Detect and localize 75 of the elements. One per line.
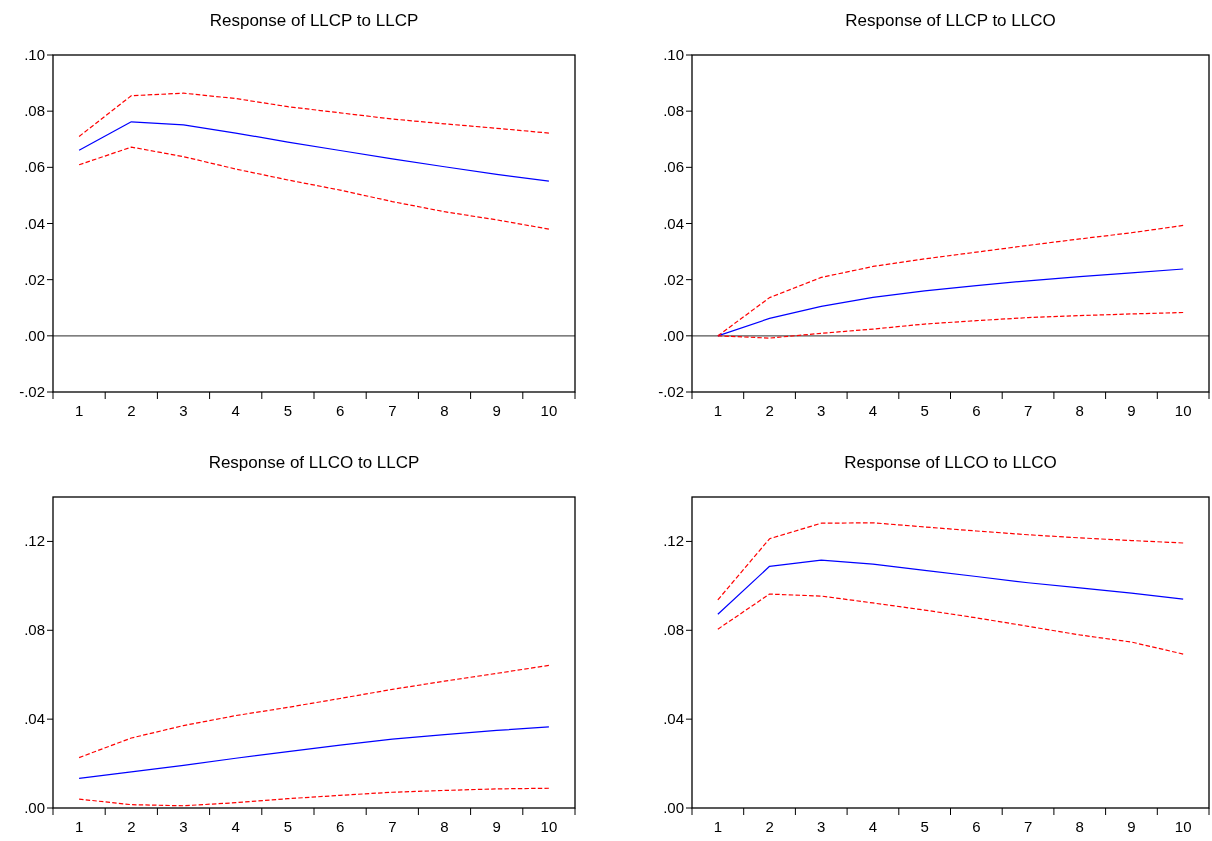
line-series xyxy=(78,664,550,759)
y-tick-label: .04 xyxy=(663,214,684,232)
line-series xyxy=(78,146,550,230)
x-tick-label: 4 xyxy=(231,402,240,419)
x-tick-label: 3 xyxy=(179,818,188,835)
y-tick-label: .08 xyxy=(24,621,45,639)
line-series xyxy=(717,593,1184,655)
x-tick-label: 5 xyxy=(283,402,293,419)
y-tick-label: .00 xyxy=(24,799,45,816)
line-series xyxy=(717,559,1184,615)
y-tick-label: .06 xyxy=(663,158,684,176)
x-tick-label: 2 xyxy=(127,818,136,835)
x-tick-label: 7 xyxy=(388,402,397,419)
x-tick-label: 1 xyxy=(74,818,84,835)
x-tick-label: 8 xyxy=(1075,818,1084,835)
x-tick-label: 4 xyxy=(868,402,878,419)
y-tick-label: .04 xyxy=(24,214,45,232)
x-tick-label: 3 xyxy=(179,402,188,419)
x-tick-label: 10 xyxy=(540,402,558,419)
x-tick-label: 10 xyxy=(1174,818,1192,835)
x-tick-label: 9 xyxy=(1127,402,1136,419)
x-tick-label: 10 xyxy=(540,818,558,835)
x-tick-label: 2 xyxy=(127,402,136,419)
x-tick-label: 3 xyxy=(817,818,826,835)
x-tick-label: 4 xyxy=(868,818,878,835)
x-tick-label: 7 xyxy=(1023,402,1033,419)
y-tick-label: .12 xyxy=(663,532,684,550)
x-tick-label: 10 xyxy=(1174,402,1192,419)
line-series xyxy=(78,787,550,807)
x-tick-label: 6 xyxy=(972,818,981,835)
x-tick-label: 7 xyxy=(1023,818,1033,835)
chart-title: Response of LLCO to LLCO xyxy=(844,453,1057,472)
x-tick-label: 1 xyxy=(713,402,723,419)
x-tick-label: 5 xyxy=(283,818,293,835)
chart-title: Response of LLCP to LLCO xyxy=(845,11,1056,30)
x-tick-label: 9 xyxy=(492,818,501,835)
y-tick-label: .04 xyxy=(663,710,684,728)
x-tick-label: 1 xyxy=(713,818,723,835)
x-tick-label: 6 xyxy=(335,402,345,419)
y-tick-label: .04 xyxy=(24,710,45,728)
line-series xyxy=(78,726,550,780)
x-tick-label: 8 xyxy=(440,402,449,419)
y-tick-label: .10 xyxy=(663,46,684,63)
y-tick-label: .00 xyxy=(663,326,684,344)
x-tick-label: 5 xyxy=(920,818,929,835)
x-tick-label: 6 xyxy=(335,818,345,835)
x-tick-label: 7 xyxy=(388,818,397,835)
x-tick-label: 2 xyxy=(765,818,774,835)
y-tick-label: .02 xyxy=(24,270,45,288)
y-tick-label: .00 xyxy=(24,326,45,344)
x-tick-label: 2 xyxy=(765,402,774,419)
y-tick-label: .08 xyxy=(663,102,684,120)
line-series xyxy=(78,92,550,138)
line-series xyxy=(717,522,1184,601)
y-tick-label: .12 xyxy=(24,532,45,550)
line-series xyxy=(78,121,550,182)
y-tick-label: .02 xyxy=(663,270,684,288)
y-tick-label: .08 xyxy=(663,621,684,639)
y-tick-label: -.02 xyxy=(19,383,45,400)
y-tick-label: .08 xyxy=(24,102,45,120)
x-tick-label: 8 xyxy=(1075,402,1084,419)
x-tick-label: 4 xyxy=(231,818,240,835)
x-tick-label: 9 xyxy=(492,402,501,419)
x-tick-label: 3 xyxy=(817,402,826,419)
x-tick-label: 9 xyxy=(1127,818,1136,835)
x-tick-label: 1 xyxy=(74,402,84,419)
y-tick-label: -.02 xyxy=(658,383,684,400)
x-tick-label: 6 xyxy=(972,402,981,419)
x-tick-label: 8 xyxy=(440,818,449,835)
y-tick-label: .00 xyxy=(663,799,684,816)
chart-title: Response of LLCO to LLCP xyxy=(208,453,420,472)
y-tick-label: .06 xyxy=(24,158,45,176)
y-tick-label: .10 xyxy=(24,46,45,63)
chart-title: Response of LLCP to LLCP xyxy=(209,11,419,30)
x-tick-label: 5 xyxy=(920,402,929,419)
